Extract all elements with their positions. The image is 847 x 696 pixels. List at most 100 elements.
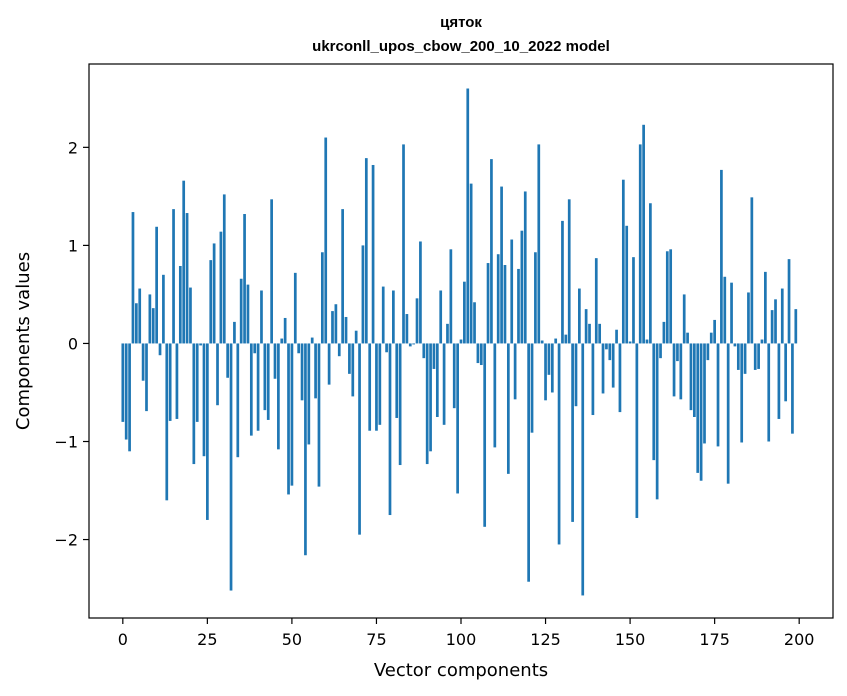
bar (486, 263, 490, 344)
bar (581, 343, 585, 596)
bar (297, 343, 301, 354)
bar (618, 343, 622, 413)
bar (466, 88, 470, 344)
bar (628, 341, 632, 344)
bar (544, 343, 547, 401)
bar (716, 343, 720, 447)
bar (642, 124, 645, 344)
bar (605, 343, 608, 350)
bar (300, 343, 304, 401)
bar-series (121, 88, 798, 596)
bar (733, 343, 737, 347)
bar (750, 197, 754, 344)
bar (686, 332, 689, 344)
bar (567, 199, 571, 344)
bar (659, 343, 662, 359)
bar (523, 191, 527, 344)
bar (131, 212, 135, 344)
bar (148, 294, 152, 344)
bar (419, 241, 422, 344)
y-axis-ticks: −2 −1 0 1 2 (54, 138, 89, 550)
bar (388, 343, 392, 516)
chart-title-line-1: цяток (440, 14, 482, 31)
bar (540, 340, 544, 344)
bar (283, 317, 287, 344)
bar (665, 251, 669, 344)
bar (361, 245, 365, 344)
bar (344, 316, 348, 344)
bar (649, 203, 652, 344)
bar (578, 288, 581, 344)
bar (446, 323, 449, 344)
bar (780, 288, 784, 344)
bar (537, 144, 541, 344)
bar (713, 319, 716, 344)
bar (331, 311, 334, 344)
bar (381, 286, 385, 344)
bar (327, 343, 331, 385)
bar (530, 343, 534, 433)
bar (151, 308, 155, 344)
bar (324, 137, 328, 344)
bar (452, 343, 456, 409)
bar (503, 265, 507, 344)
bar (534, 252, 537, 344)
bar (611, 343, 615, 388)
bar (429, 343, 432, 452)
bar (155, 226, 158, 344)
bar (195, 343, 199, 422)
bar (405, 314, 409, 344)
x-tick-label: 200 (784, 630, 815, 649)
x-tick-label: 75 (366, 630, 386, 649)
bar (490, 159, 493, 344)
bar (290, 343, 294, 486)
bar (743, 343, 747, 374)
bar (632, 257, 635, 344)
bar (791, 343, 794, 434)
bar (506, 343, 510, 474)
bar (165, 343, 169, 501)
bar (141, 343, 145, 381)
bar (753, 343, 757, 370)
bar (621, 179, 625, 344)
bar (128, 343, 131, 452)
bar (402, 144, 405, 344)
bar (246, 284, 250, 344)
bar (206, 343, 209, 520)
bar (145, 343, 148, 412)
bar (236, 343, 240, 458)
bar (222, 194, 226, 344)
bar (202, 343, 206, 457)
bar (550, 343, 554, 393)
x-tick-label: 175 (699, 630, 730, 649)
bar (794, 309, 798, 344)
bar (682, 294, 686, 344)
x-tick-label: 100 (446, 630, 477, 649)
bar (764, 271, 767, 344)
bar (770, 310, 774, 344)
bar (199, 343, 202, 346)
bar (557, 343, 561, 545)
bar (219, 231, 223, 344)
bar (121, 343, 125, 422)
y-tick-label: 1 (68, 236, 78, 255)
bar (266, 343, 270, 420)
bar (310, 337, 314, 344)
bar (456, 343, 459, 494)
bar (182, 180, 186, 344)
bar (655, 343, 659, 500)
x-tick-label: 0 (118, 630, 128, 649)
bar (415, 298, 419, 344)
bar (554, 338, 558, 344)
bar (510, 239, 514, 344)
bar (652, 343, 656, 461)
bar (787, 259, 791, 344)
bar (168, 343, 172, 421)
bar (608, 343, 612, 361)
x-tick-label: 25 (197, 630, 217, 649)
bar (591, 343, 595, 416)
bar (730, 282, 733, 344)
bar (635, 343, 639, 518)
bar (517, 268, 520, 344)
bar (574, 343, 578, 407)
